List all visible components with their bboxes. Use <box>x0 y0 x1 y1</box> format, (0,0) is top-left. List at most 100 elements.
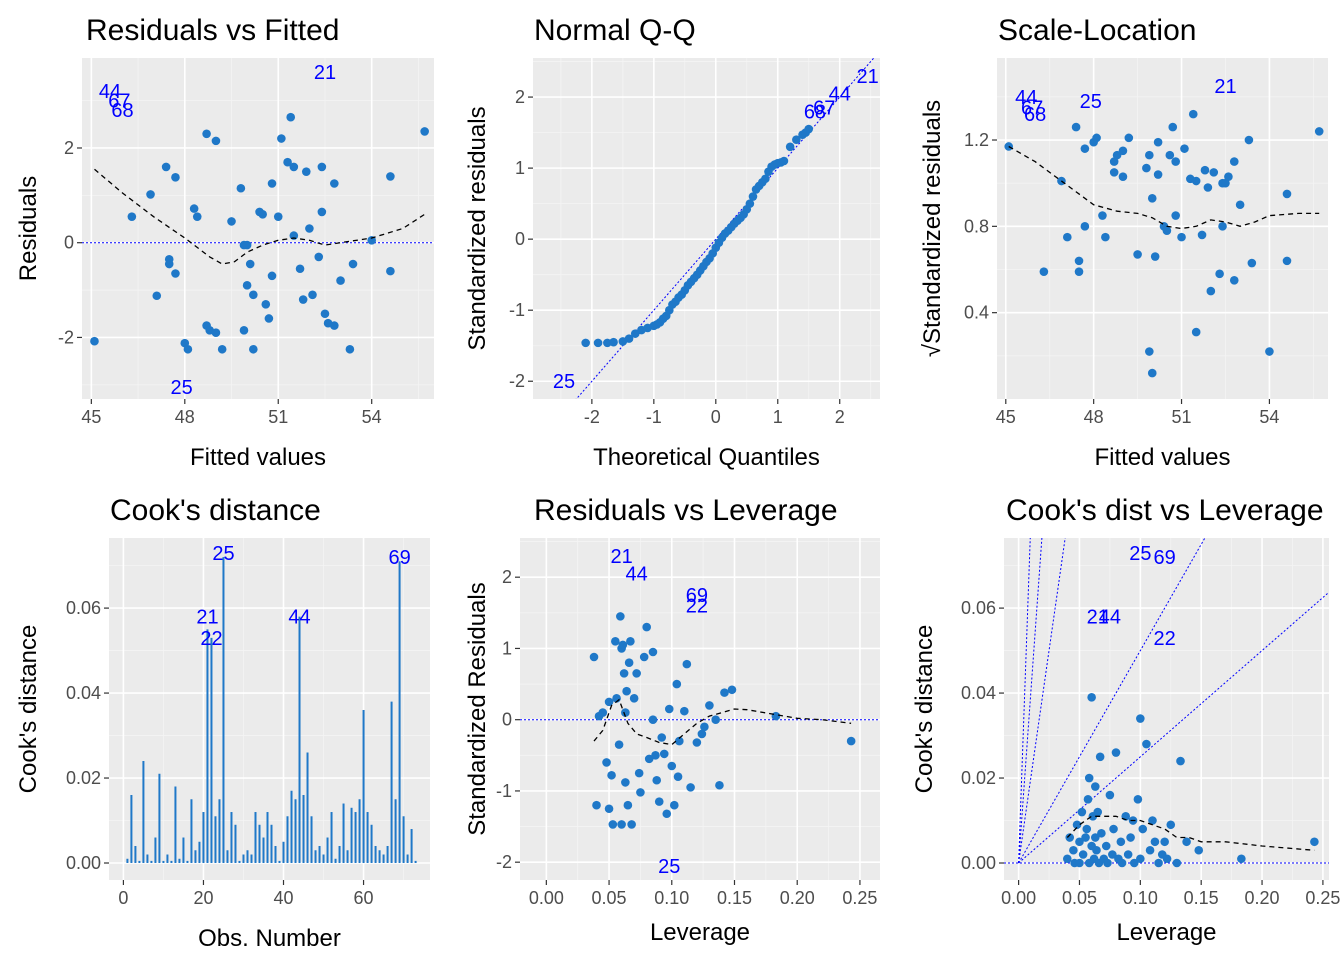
smooth-trend-line <box>1008 145 1320 230</box>
data-point <box>1138 824 1148 834</box>
y-tick-label: 0.04 <box>66 683 101 703</box>
data-point <box>183 344 193 354</box>
data-point <box>602 758 611 767</box>
x-tick-label: 2 <box>835 407 845 427</box>
y-tick-label: -2 <box>509 371 525 391</box>
data-point <box>634 768 644 778</box>
data-point <box>1206 286 1216 296</box>
y-tick-label: 0.4 <box>964 303 989 323</box>
x-tick-label: 0.00 <box>529 888 564 908</box>
data-point <box>211 136 221 146</box>
data-point <box>1147 193 1157 203</box>
data-point <box>657 733 667 742</box>
data-point <box>1221 178 1230 188</box>
panel-background <box>109 538 430 880</box>
data-point <box>1080 144 1090 153</box>
data-point <box>624 658 634 667</box>
data-point <box>295 264 305 274</box>
data-point <box>1224 172 1233 182</box>
data-point <box>1039 267 1049 276</box>
data-point <box>1150 837 1160 847</box>
data-point <box>1084 773 1094 783</box>
y-tick-label: -2 <box>496 852 512 872</box>
data-point <box>1092 845 1101 855</box>
data-point <box>1081 833 1090 842</box>
data-point <box>1136 854 1145 864</box>
data-point <box>1109 168 1119 177</box>
x-tick-label: 48 <box>1084 407 1104 427</box>
y-tick-label: 0.00 <box>66 853 101 873</box>
cooks-contour-line <box>1018 538 1206 864</box>
y-tick-label: 0.02 <box>66 768 101 788</box>
y-tick-label: 0 <box>64 233 74 253</box>
data-point <box>715 780 724 790</box>
x-tick-label: 54 <box>362 407 382 427</box>
data-point <box>1200 165 1210 175</box>
data-point <box>420 127 429 136</box>
data-point <box>621 778 630 787</box>
data-point <box>672 679 682 689</box>
data-point <box>1237 854 1246 864</box>
data-point <box>273 212 283 221</box>
data-point <box>146 190 155 199</box>
panel-background <box>533 58 880 399</box>
y-axis-label: √Standardized residuals <box>919 100 946 357</box>
data-point <box>1101 841 1111 851</box>
y-axis-label: Cook's distance <box>15 625 42 794</box>
data-point <box>1180 144 1189 153</box>
x-axis-label: Theoretical Quantiles <box>593 444 820 471</box>
y-tick-label: 2 <box>515 87 525 107</box>
plot-area <box>575 58 875 399</box>
outlier-label: 21 <box>1214 76 1236 98</box>
data-point <box>267 179 277 188</box>
data-point <box>283 157 292 167</box>
data-point <box>1171 211 1180 220</box>
data-point <box>164 259 174 269</box>
data-point <box>249 344 258 354</box>
x-tick-label: 54 <box>1259 407 1279 427</box>
smooth-trend-line <box>94 168 426 265</box>
data-point <box>1147 368 1157 378</box>
data-point <box>239 326 249 335</box>
x-tick-label: 0.10 <box>654 888 689 908</box>
y-tick-label: 1 <box>515 158 525 178</box>
panel-background <box>520 538 880 880</box>
outlier-label: 25 <box>212 543 234 565</box>
outlier-label: 21 <box>610 546 632 568</box>
data-point <box>1074 256 1084 266</box>
x-tick-label: 0.20 <box>780 888 815 908</box>
data-point <box>217 344 227 354</box>
data-point <box>1108 850 1117 859</box>
data-point <box>609 337 618 347</box>
y-axis-label: Standardized residuals <box>464 106 491 350</box>
x-tick-label: 48 <box>175 407 195 427</box>
data-point <box>804 124 814 134</box>
data-point <box>90 336 99 346</box>
data-point <box>632 669 641 678</box>
outlier-label: 44 <box>99 81 121 103</box>
data-point <box>664 704 674 714</box>
data-point <box>619 669 629 678</box>
data-point <box>720 688 729 697</box>
data-point <box>692 738 702 747</box>
data-point <box>1188 109 1198 119</box>
data-point <box>1215 269 1224 279</box>
data-point <box>1133 250 1142 259</box>
data-point <box>1142 739 1151 749</box>
x-axis-label: Leverage <box>1116 919 1216 946</box>
data-point <box>1072 820 1082 830</box>
outlier-label: 25 <box>553 371 575 393</box>
data-point <box>593 338 603 348</box>
y-tick-label: -1 <box>496 781 512 801</box>
outlier-label: 22 <box>686 596 708 618</box>
data-point <box>673 772 683 781</box>
data-point <box>1168 122 1178 132</box>
data-point <box>711 715 720 724</box>
data-point <box>667 761 677 771</box>
y-tick-label: 0.00 <box>961 853 996 873</box>
data-point <box>171 269 180 278</box>
data-point <box>1090 833 1100 842</box>
data-point <box>308 290 317 300</box>
data-point <box>1218 222 1227 231</box>
smooth-trend-line <box>1066 815 1315 851</box>
